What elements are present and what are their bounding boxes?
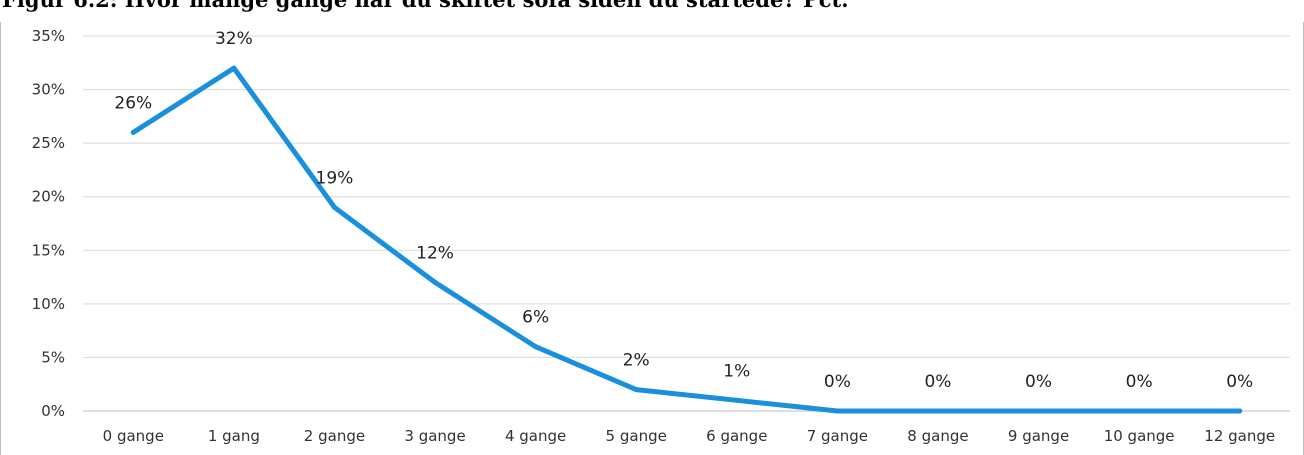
y-tick-label: 30%	[32, 81, 65, 99]
data-point	[1036, 408, 1042, 414]
data-label: 12%	[416, 243, 454, 263]
y-tick-label: 10%	[32, 295, 65, 313]
data-label: 6%	[522, 308, 549, 328]
x-tick-label: 2 gange	[304, 427, 365, 445]
x-tick-label: 5 gange	[606, 427, 667, 445]
x-tick-label: 3 gange	[404, 427, 465, 445]
data-point	[130, 129, 136, 135]
y-tick-label: 20%	[32, 188, 65, 206]
x-tick-label: 9 gange	[1008, 427, 1069, 445]
x-tick-label: 12 gange	[1204, 427, 1275, 445]
data-label: 19%	[316, 168, 354, 188]
data-point	[432, 279, 438, 285]
data-label: 32%	[215, 29, 253, 49]
x-tick-label: 6 gange	[706, 427, 767, 445]
y-tick-label: 15%	[32, 241, 65, 259]
data-label: 26%	[114, 93, 152, 113]
y-tick-label: 35%	[32, 27, 65, 45]
x-tick-label: 8 gange	[907, 427, 968, 445]
chart-title: Figur 6.2: Hvor mange gange har du skift…	[2, 0, 849, 12]
data-label: 0%	[1226, 372, 1253, 392]
data-point	[633, 387, 639, 393]
x-tick-label: 4 gange	[505, 427, 566, 445]
x-tick-label: 1 gang	[208, 427, 260, 445]
data-point	[834, 408, 840, 414]
y-tick-label: 0%	[41, 402, 65, 420]
x-tick-label: 7 gange	[807, 427, 868, 445]
data-label: 0%	[924, 372, 951, 392]
x-tick-label: 0 gange	[103, 427, 164, 445]
y-tick-label: 25%	[32, 134, 65, 152]
data-label: 2%	[623, 351, 650, 371]
data-point	[331, 204, 337, 210]
series-line	[130, 65, 1243, 414]
data-point	[533, 344, 539, 350]
data-point	[231, 65, 237, 71]
data-point	[935, 408, 941, 414]
data-point	[1237, 408, 1243, 414]
data-label: 0%	[824, 372, 851, 392]
data-label: 0%	[1126, 372, 1153, 392]
data-label: 1%	[723, 361, 750, 381]
data-point	[1136, 408, 1142, 414]
data-point	[734, 397, 740, 403]
y-tick-label: 5%	[41, 348, 65, 366]
x-tick-label: 10 gange	[1104, 427, 1175, 445]
data-label: 0%	[1025, 372, 1052, 392]
